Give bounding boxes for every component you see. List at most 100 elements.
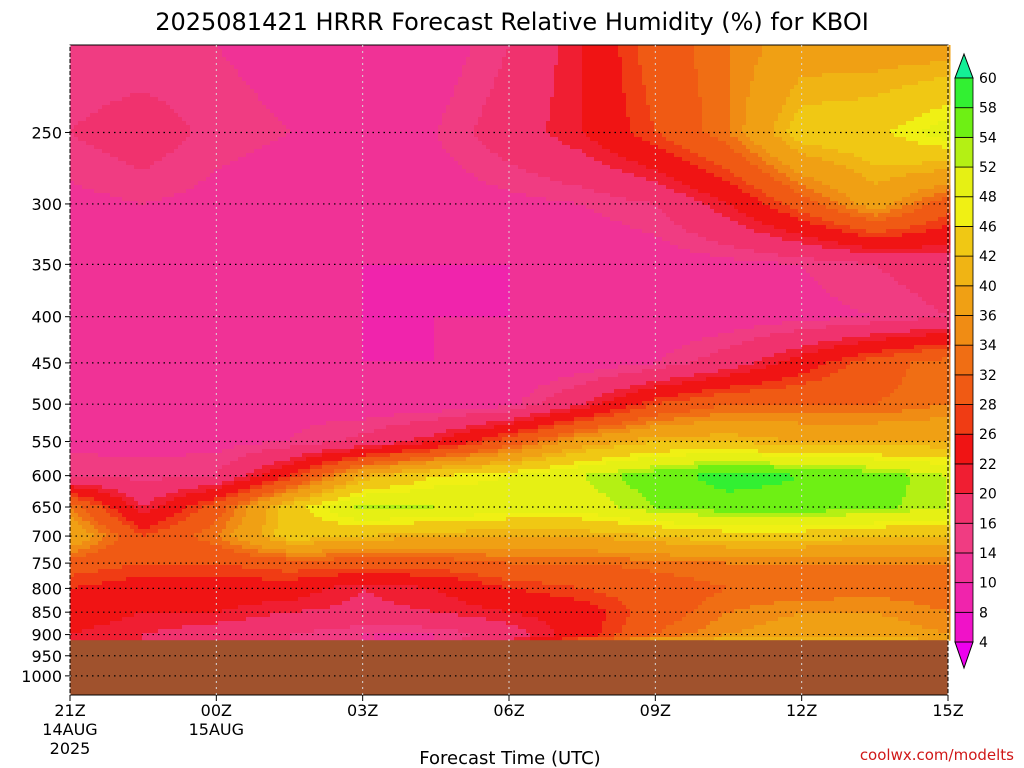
rh-cell (134, 49, 139, 54)
rh-cell (238, 49, 243, 54)
rh-cell (318, 89, 323, 94)
rh-cell (370, 81, 375, 86)
rh-cell (650, 85, 655, 90)
rh-cell (818, 113, 823, 118)
rh-cell (830, 77, 835, 82)
rh-cell (842, 49, 847, 54)
rh-cell (282, 57, 287, 62)
rh-cell (894, 53, 899, 58)
rh-cell (610, 49, 615, 54)
rh-cell (78, 77, 83, 82)
rh-cell (254, 85, 259, 90)
rh-cell (246, 117, 251, 122)
rh-cell (178, 133, 183, 138)
rh-cell (834, 69, 839, 74)
rh-cell (914, 65, 919, 70)
rh-cell (910, 97, 915, 102)
rh-cell (662, 101, 667, 106)
rh-cell (434, 61, 439, 66)
rh-cell (174, 49, 179, 54)
rh-cell (506, 73, 511, 78)
rh-cell (570, 105, 575, 110)
rh-cell (642, 125, 647, 130)
rh-cell (222, 45, 227, 50)
rh-cell (922, 57, 927, 62)
rh-cell (590, 89, 595, 94)
rh-cell (330, 125, 335, 130)
rh-cell (270, 45, 275, 50)
rh-cell (650, 65, 655, 70)
rh-cell (94, 89, 99, 94)
rh-cell (374, 73, 379, 78)
rh-cell (530, 89, 535, 94)
rh-cell (638, 101, 643, 106)
rh-cell (874, 113, 879, 118)
rh-cell (882, 57, 887, 62)
rh-cell (894, 73, 899, 78)
rh-cell (130, 61, 135, 66)
rh-cell (70, 109, 75, 114)
rh-cell (170, 81, 175, 86)
rh-cell (814, 113, 819, 118)
rh-cell (194, 105, 199, 110)
rh-cell (206, 81, 211, 86)
rh-cell (110, 45, 115, 50)
rh-cell (294, 45, 299, 50)
rh-cell (330, 133, 335, 138)
rh-cell (178, 93, 183, 98)
rh-cell (678, 53, 683, 58)
rh-cell (430, 45, 435, 50)
rh-cell (602, 105, 607, 110)
rh-cell (766, 57, 771, 62)
rh-cell (694, 117, 699, 122)
rh-cell (166, 93, 171, 98)
rh-cell (622, 113, 627, 118)
rh-cell (442, 125, 447, 130)
rh-cell (654, 77, 659, 82)
rh-cell (878, 53, 883, 58)
rh-cell (462, 77, 467, 82)
rh-cell (178, 105, 183, 110)
rh-cell (502, 61, 507, 66)
rh-cell (378, 121, 383, 126)
rh-cell (110, 81, 115, 86)
rh-cell (486, 121, 491, 126)
rh-cell (850, 65, 855, 70)
rh-cell (330, 77, 335, 82)
rh-cell (434, 53, 439, 58)
rh-cell (286, 53, 291, 58)
rh-cell (406, 49, 411, 54)
rh-cell (302, 93, 307, 98)
rh-cell (106, 69, 111, 74)
rh-cell (670, 133, 675, 138)
rh-cell (818, 101, 823, 106)
rh-cell (486, 61, 491, 66)
rh-cell (330, 113, 335, 118)
rh-cell (350, 101, 355, 106)
rh-cell (286, 45, 291, 50)
rh-cell (810, 125, 815, 130)
rh-cell (338, 93, 343, 98)
rh-cell (590, 117, 595, 122)
rh-cell (90, 85, 95, 90)
rh-cell (350, 73, 355, 78)
rh-cell (774, 117, 779, 122)
rh-cell (938, 73, 943, 78)
rh-cell (490, 53, 495, 58)
rh-cell (886, 73, 891, 78)
rh-cell (810, 57, 815, 62)
rh-cell (166, 49, 171, 54)
rh-cell (650, 133, 655, 138)
rh-cell (894, 109, 899, 114)
rh-cell (930, 121, 935, 126)
rh-cell (334, 125, 339, 130)
rh-cell (522, 93, 527, 98)
rh-cell (218, 113, 223, 118)
rh-cell (458, 109, 463, 114)
rh-cell (594, 49, 599, 54)
rh-cell (686, 57, 691, 62)
rh-cell (922, 117, 927, 122)
rh-cell (618, 45, 623, 50)
rh-cell (134, 121, 139, 126)
rh-cell (574, 117, 579, 122)
